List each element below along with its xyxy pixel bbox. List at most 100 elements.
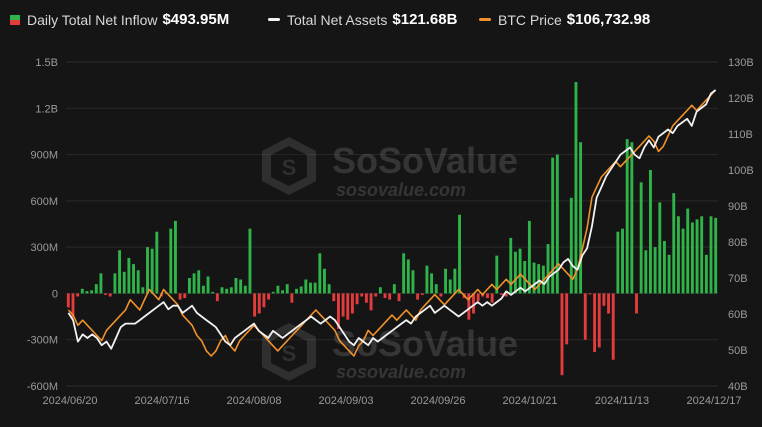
x-tick: 2024/06/20 (42, 395, 97, 407)
legend-assets-label: Total Net Assets (287, 11, 388, 28)
inflow-bar (327, 284, 331, 294)
inflow-bar (253, 293, 257, 317)
inflow-bar (197, 270, 201, 294)
inflow-bar (276, 285, 280, 294)
legend-btc-label: BTC Price (498, 11, 562, 28)
inflow-bar (66, 293, 70, 308)
y-right-tick: 90B (728, 201, 748, 213)
inflow-bar (239, 279, 243, 294)
inflow-bar (299, 286, 303, 294)
inflow-bar (383, 293, 387, 299)
y-right-tick: 70B (728, 273, 748, 285)
logo-icon-lower: S (262, 323, 316, 381)
inflow-bar (546, 244, 550, 294)
inflow-bar (569, 197, 573, 294)
inflow-bar (560, 293, 564, 376)
inflow-bar (271, 291, 275, 294)
inflow-bar (555, 154, 559, 294)
inflow-bar (388, 293, 392, 300)
inflow-bar (406, 259, 410, 294)
inflow-bar (332, 293, 336, 302)
inflow-bar (169, 228, 173, 294)
inflow-bar (201, 285, 205, 294)
legend-inflow-label: Daily Total Net Inflow (27, 11, 158, 28)
inflow-bar (663, 240, 666, 294)
inflow-bar (616, 231, 620, 294)
inflow-bar (225, 288, 229, 294)
inflow-bar (113, 273, 117, 294)
chart-legend: Daily Total Net Inflow $493.95M Total Ne… (0, 0, 762, 40)
inflow-bar (281, 290, 284, 294)
inflow-bar (267, 293, 271, 300)
inflow-bar (607, 293, 610, 314)
inflow-bar (76, 293, 80, 297)
inflow-bar (206, 276, 210, 294)
watermark-site: sosovalue.com (336, 180, 466, 200)
watermark-brand: SoSoValue (332, 140, 518, 181)
inflow-bar (434, 284, 438, 294)
grid-lines (66, 61, 718, 387)
x-tick: 2024/10/21 (502, 395, 557, 407)
x-tick: 2024/08/08 (226, 395, 281, 407)
inflow-bar (639, 182, 643, 294)
legend-assets-value: $121.68B (392, 11, 458, 28)
inflow-bar (695, 219, 699, 294)
inflow-bar (108, 293, 112, 297)
inflow-bar (518, 248, 522, 294)
inflow-bar (476, 293, 480, 302)
inflow-bar (448, 279, 452, 294)
inflow-bar (104, 293, 108, 295)
y-left-tick: 1.5B (35, 57, 58, 69)
legend-inflow[interactable]: Daily Total Net Inflow $493.95M (10, 11, 229, 28)
inflow-bar (313, 282, 317, 294)
legend-btc[interactable]: BTC Price $106,732.98 (479, 11, 650, 28)
inflow-bar (588, 293, 592, 295)
inflow-bar (574, 82, 578, 294)
legend-assets[interactable]: Total Net Assets $121.68B (268, 11, 457, 28)
y-right-tick: 120B (728, 93, 754, 105)
inflow-bar (118, 250, 121, 294)
y-right-tick: 50B (728, 345, 748, 357)
inflow-bar (672, 193, 676, 294)
inflow-bar (709, 216, 713, 294)
inflow-bar (472, 293, 475, 314)
inflow-bar (430, 273, 434, 294)
inflow-bar (593, 293, 597, 353)
inflow-bar (94, 284, 98, 294)
inflow-bar (183, 293, 187, 299)
x-tick: 2024/07/16 (134, 395, 189, 407)
inflow-bar (378, 287, 382, 294)
watermark-brand-lower: SoSoValue (332, 323, 518, 364)
axis-ticks: 1.5B 1.2B 900M 600M 300M 0 -300M -600M 130B 120B 1… (27, 57, 754, 407)
inflow-bar (178, 293, 182, 300)
inflow-bar (295, 288, 298, 294)
inflow-bar (304, 279, 308, 294)
inflow-bar (714, 217, 718, 294)
inflow-bar (611, 293, 615, 360)
inflow-bar (527, 220, 531, 294)
x-tick: 2024/11/13 (595, 395, 649, 407)
inflow-bar (486, 293, 489, 299)
inflow-bar (523, 261, 527, 294)
inflow-bar (397, 293, 401, 302)
inflow-bar (369, 293, 373, 311)
inflow-bar (602, 293, 606, 306)
inflow-bar (341, 293, 345, 317)
inflow-bar (248, 228, 252, 294)
inflow-bar (220, 287, 224, 294)
inflow-bar (99, 273, 103, 294)
inflow-bar (537, 264, 541, 294)
x-tick: 2024/09/26 (410, 395, 465, 407)
inflow-bar (420, 293, 424, 295)
inflow-bar (187, 278, 191, 294)
inflow-bar (686, 208, 690, 294)
inflow-bar (565, 293, 569, 345)
inflow-bar (490, 293, 494, 303)
inflow-bar (402, 253, 406, 294)
inflow-bar (257, 293, 261, 314)
y-left-tick: 900M (30, 150, 58, 162)
inflow-bar (155, 231, 159, 294)
inflow-bar (513, 251, 517, 294)
inflow-bar (411, 270, 415, 294)
inflow-bar (364, 293, 368, 303)
